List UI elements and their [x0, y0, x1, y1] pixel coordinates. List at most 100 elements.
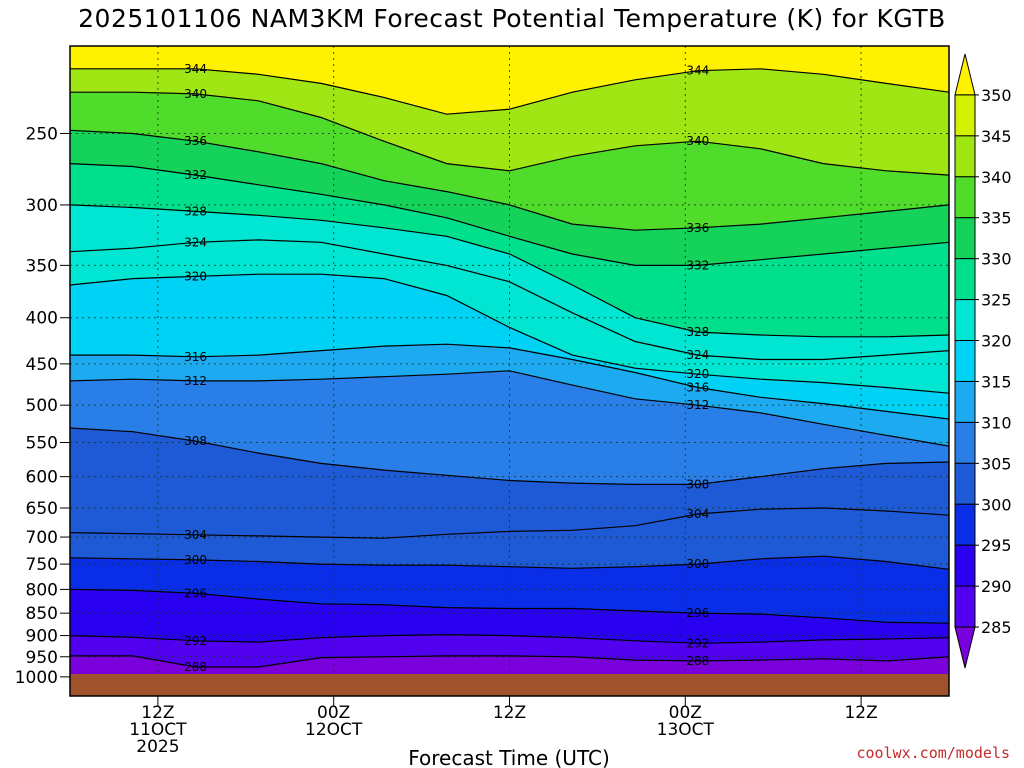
y-tick-label: 550 [26, 434, 58, 454]
contour-label-344: 344 [686, 64, 709, 78]
contour-316 [70, 343, 949, 420]
y-tick-label: 750 [26, 555, 58, 575]
y-tick-label: 650 [26, 499, 58, 519]
contour-label-292: 292 [184, 634, 207, 648]
contour-336 [70, 129, 949, 231]
colorbar-segment [954, 258, 976, 301]
contour-label-312: 312 [184, 374, 207, 388]
colorbar-segment [954, 380, 976, 423]
contour-292 [70, 634, 949, 644]
contour-label-320: 320 [184, 269, 207, 283]
contour-label-336: 336 [184, 134, 207, 148]
contour-label-340: 340 [686, 134, 709, 148]
contour-340 [70, 91, 949, 176]
contour-332 [70, 163, 949, 266]
contour-label-316: 316 [184, 350, 207, 364]
colorbar-segment [954, 135, 976, 178]
y-tick-label: 400 [26, 309, 58, 329]
contour-label-296: 296 [184, 586, 207, 600]
colorbar-segment [954, 421, 976, 464]
ground-strip [70, 674, 949, 696]
y-tick-label: 1000 [15, 668, 58, 688]
contour-label-292: 292 [686, 636, 709, 650]
y-tick-label: 300 [26, 196, 58, 216]
colorbar-label: 310 [981, 413, 1012, 432]
y-tick-label: 450 [26, 355, 58, 375]
contour-288 [70, 655, 949, 668]
y-tick-label: 950 [26, 648, 58, 668]
colorbar-segment [954, 217, 976, 260]
colorbar: 350 345 340 335 330 325 320 315 310 305 300 295 290 2… [954, 53, 1012, 669]
x-tick-label: 12Z [493, 703, 526, 723]
contour-lines [70, 68, 949, 668]
contour-300 [70, 555, 949, 570]
x-tick-label: 2025 [136, 737, 179, 757]
colorbar-cap-bottom [954, 626, 976, 669]
contour-308 [70, 427, 949, 485]
x-tick-label: 12Z [844, 703, 877, 723]
colorbar-label: 335 [981, 209, 1012, 228]
contour-label-300: 300 [184, 553, 207, 567]
contour-304 [70, 507, 949, 539]
colorbar-label: 300 [981, 495, 1012, 514]
contour-label-296: 296 [686, 606, 709, 620]
colorbar-label: 285 [981, 618, 1012, 637]
y-tick-label: 850 [26, 604, 58, 624]
contour-312 [70, 370, 949, 447]
colorbar-segment [954, 503, 976, 546]
contour-label-328: 328 [686, 325, 709, 339]
x-tick-label: 12OCT [305, 720, 363, 740]
x-tick-label: 13OCT [657, 720, 715, 740]
contour-label-300: 300 [686, 557, 709, 571]
colorbar-label: 305 [981, 454, 1012, 473]
contour-label-312: 312 [686, 398, 709, 412]
colorbar-segment [954, 94, 976, 137]
contour-label-324: 324 [686, 348, 709, 362]
colorbar-label: 340 [981, 168, 1012, 187]
contour-labels: 288 288 292 292 296 296 300 300 304 304 308 308 312 3… [184, 62, 709, 674]
contour-344 [70, 68, 949, 115]
contour-label-308: 308 [686, 477, 709, 491]
y-tick-label: 500 [26, 396, 58, 416]
contour-label-340: 340 [184, 87, 207, 101]
colorbar-label: 320 [981, 332, 1012, 351]
x-axis-title: Forecast Time (UTC) [408, 746, 610, 768]
colorbar-segment [954, 340, 976, 382]
colorbar-segment [954, 299, 976, 342]
contour-label-288: 288 [686, 654, 709, 668]
contour-label-316: 316 [686, 381, 709, 395]
colorbar-segment [954, 585, 976, 628]
contour-296 [70, 588, 949, 624]
y-tick-label: 250 [26, 124, 58, 144]
colorbar-segment [954, 544, 976, 587]
colorbar-segment [954, 462, 976, 505]
contour-320 [70, 273, 949, 394]
x-tick-label: 00Z [669, 703, 702, 723]
credit-text: coolwx.com/models [856, 744, 1010, 762]
contour-label-336: 336 [686, 221, 709, 235]
contour-label-304: 304 [686, 507, 709, 521]
contour-328 [70, 204, 949, 338]
contour-label-344: 344 [184, 62, 207, 76]
colorbar-cap-top [954, 53, 976, 96]
contour-label-328: 328 [184, 204, 207, 218]
y-tick-label: 700 [26, 528, 58, 548]
contour-label-288: 288 [184, 660, 207, 674]
contour-label-332: 332 [184, 168, 207, 182]
colorbar-label: 290 [981, 577, 1012, 596]
contour-label-320: 320 [686, 367, 709, 381]
contour-324 [70, 239, 949, 361]
contour-label-332: 332 [686, 258, 709, 272]
x-tick-label: 12Z [141, 703, 174, 723]
colorbar-label: 350 [981, 86, 1012, 105]
y-tick-label: 350 [26, 256, 58, 276]
colorbar-label: 295 [981, 536, 1012, 555]
y-tick-label: 900 [26, 627, 58, 647]
chart-title: 2025101106 NAM3KM Forecast Potential Tem… [78, 4, 946, 33]
colorbar-label: 315 [981, 372, 1012, 391]
y-tick-label: 800 [26, 580, 58, 600]
colorbar-segment [954, 176, 976, 219]
x-tick-label: 11OCT [129, 720, 187, 740]
